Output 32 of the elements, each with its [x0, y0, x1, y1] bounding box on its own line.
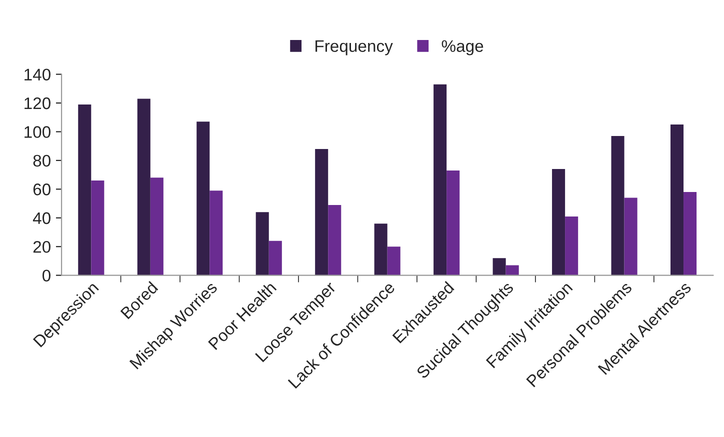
bar [137, 98, 150, 276]
y-tick-label: 120 [24, 97, 50, 110]
bar [196, 122, 210, 276]
bar [387, 246, 400, 276]
bar [328, 204, 342, 276]
y-tick-label: 40 [32, 212, 50, 224]
y-tick-label: 60 [33, 184, 50, 196]
bar [446, 170, 460, 276]
bar [611, 136, 624, 276]
bar [434, 84, 447, 276]
y-tick-label: 100 [24, 126, 50, 138]
bar [565, 216, 578, 276]
bar [506, 265, 519, 276]
y-tick-label: 0 [42, 270, 50, 282]
y-tick-label: 140 [24, 68, 50, 80]
legend-label: Frequency [316, 40, 393, 56]
bar [78, 104, 92, 276]
bar [624, 198, 638, 276]
bar [91, 180, 104, 276]
bar [552, 169, 566, 276]
bar [492, 258, 506, 276]
y-tick-label: 20 [33, 240, 50, 253]
bar [210, 190, 223, 276]
bar [670, 124, 684, 276]
y-tick-label: 80 [33, 154, 50, 167]
bar [150, 178, 164, 276]
legend-label: %age [442, 40, 484, 56]
bar [374, 224, 388, 276]
bar [268, 240, 282, 276]
bar [684, 192, 697, 276]
bar [256, 212, 269, 276]
bar [315, 148, 328, 276]
